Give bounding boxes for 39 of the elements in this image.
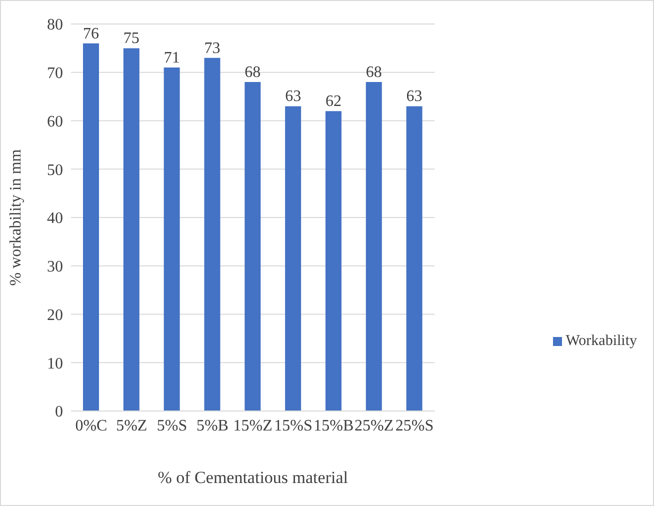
data-label: 71 [164,50,180,67]
y-tick-label: 40 [47,210,63,228]
x-axis-title: % of Cementatious material [158,468,348,487]
data-label: 63 [285,88,302,106]
data-label: 75 [123,30,140,48]
x-tick-label: 25%S [395,417,434,434]
y-tick-label: 30 [47,258,63,276]
data-label: 76 [83,25,99,42]
bar [406,106,422,411]
y-tick-label: 0 [55,404,63,421]
y-tick-label: 60 [47,113,63,130]
x-tick-label: 15%S [274,417,312,434]
x-tick-label: 15%B [314,417,354,434]
bar [164,68,180,411]
data-label: 68 [366,64,382,82]
y-axis-title: % workability in mm [8,148,25,286]
x-tick-label: 15%Z [233,417,272,434]
legend-label: Workability [566,333,637,349]
x-tick-label: 5%S [156,417,188,434]
x-tick-label: 5%B [196,417,228,434]
x-tick-label: 5%Z [116,417,148,434]
y-tick-label: 50 [47,162,63,179]
y-tick-label: 80 [47,16,63,34]
bar [285,106,302,411]
y-tick-label: 70 [47,65,63,82]
x-tick-label: 25%Z [354,417,394,434]
y-tick-label: 20 [47,306,63,324]
data-label: 62 [325,93,342,110]
bar [123,48,140,411]
data-label: 63 [406,88,422,106]
y-tick-label: 10 [47,355,63,372]
data-label: 73 [204,40,220,57]
bar [83,43,99,411]
x-tick-label: 0%C [75,417,108,434]
data-label: 68 [244,64,261,82]
bar [204,58,220,411]
bar [325,111,342,411]
bar [366,82,382,411]
bar [244,82,261,411]
